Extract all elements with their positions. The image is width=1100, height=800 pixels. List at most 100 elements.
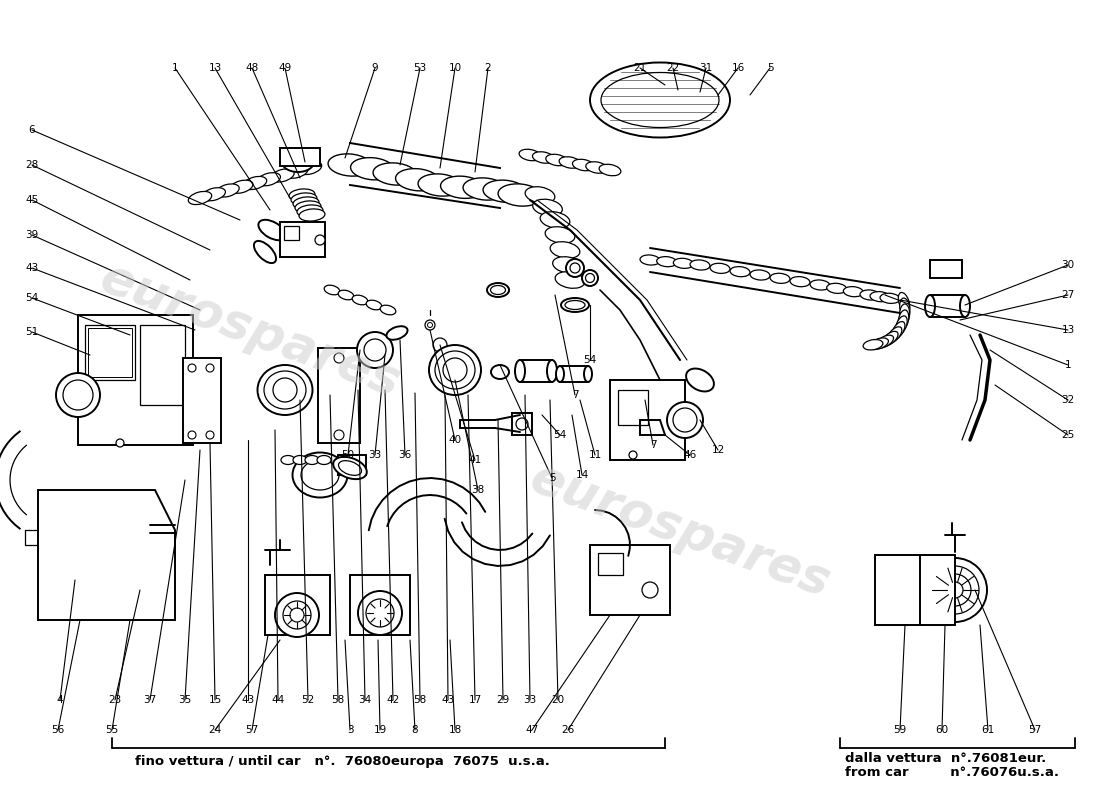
- Text: 30: 30: [1062, 260, 1075, 270]
- Ellipse shape: [869, 338, 889, 350]
- Bar: [560, 366, 588, 382]
- Bar: [265, 575, 330, 635]
- Circle shape: [206, 431, 214, 439]
- Ellipse shape: [515, 360, 525, 382]
- Circle shape: [273, 378, 297, 402]
- Bar: [520, 360, 552, 382]
- Text: eurospares: eurospares: [524, 454, 837, 606]
- Text: 7: 7: [650, 440, 657, 450]
- Text: 1: 1: [1065, 360, 1071, 370]
- Ellipse shape: [396, 169, 439, 191]
- Text: 5: 5: [767, 63, 773, 73]
- Ellipse shape: [483, 180, 527, 202]
- Ellipse shape: [491, 285, 509, 295]
- Ellipse shape: [202, 188, 226, 201]
- Text: 14: 14: [575, 470, 589, 480]
- Circle shape: [947, 582, 962, 598]
- Text: 38: 38: [472, 485, 485, 495]
- Ellipse shape: [525, 186, 554, 203]
- Text: 37: 37: [143, 695, 156, 705]
- Ellipse shape: [550, 242, 580, 258]
- Text: 1: 1: [172, 63, 178, 73]
- Ellipse shape: [900, 298, 910, 318]
- Bar: [318, 348, 360, 443]
- Ellipse shape: [271, 169, 294, 182]
- Bar: [350, 575, 410, 635]
- Ellipse shape: [540, 212, 570, 228]
- Bar: [512, 413, 532, 435]
- Ellipse shape: [216, 184, 239, 197]
- Ellipse shape: [257, 365, 312, 415]
- Ellipse shape: [900, 304, 910, 324]
- Circle shape: [425, 320, 435, 330]
- Ellipse shape: [264, 371, 306, 409]
- Text: 36: 36: [398, 450, 411, 460]
- Text: 26: 26: [561, 725, 574, 735]
- Bar: [920, 555, 955, 625]
- Text: 22: 22: [667, 63, 680, 73]
- Ellipse shape: [876, 335, 893, 348]
- Ellipse shape: [860, 290, 880, 300]
- Text: 21: 21: [634, 63, 647, 73]
- Ellipse shape: [590, 62, 730, 138]
- Bar: [338, 455, 366, 475]
- Text: 17: 17: [469, 695, 482, 705]
- Ellipse shape: [844, 286, 864, 297]
- Ellipse shape: [690, 260, 710, 270]
- Bar: [610, 380, 685, 460]
- Circle shape: [366, 599, 394, 627]
- Text: 50: 50: [341, 450, 354, 460]
- Text: 13: 13: [208, 63, 221, 73]
- Bar: [280, 222, 324, 257]
- Ellipse shape: [880, 294, 900, 303]
- Bar: [930, 295, 965, 317]
- Bar: [874, 555, 925, 625]
- Text: 43: 43: [25, 263, 39, 273]
- Text: 45: 45: [25, 195, 39, 205]
- Ellipse shape: [640, 255, 660, 265]
- Ellipse shape: [572, 159, 594, 170]
- Text: fino vettura / until car   n°.  76080europa  76075  u.s.a.: fino vettura / until car n°. 76080europa…: [135, 755, 550, 769]
- Ellipse shape: [293, 453, 348, 498]
- Ellipse shape: [429, 345, 481, 395]
- Text: 16: 16: [732, 63, 745, 73]
- Ellipse shape: [895, 316, 908, 335]
- Text: 34: 34: [359, 695, 372, 705]
- Ellipse shape: [280, 455, 295, 465]
- Bar: [284, 226, 299, 240]
- Ellipse shape: [532, 152, 554, 163]
- Text: 27: 27: [1062, 290, 1075, 300]
- Circle shape: [667, 402, 703, 438]
- Ellipse shape: [870, 292, 890, 302]
- Ellipse shape: [381, 305, 396, 315]
- Circle shape: [443, 358, 468, 382]
- Text: 61: 61: [981, 725, 994, 735]
- Ellipse shape: [600, 164, 620, 176]
- Text: 12: 12: [712, 445, 725, 455]
- Ellipse shape: [673, 258, 693, 268]
- Circle shape: [364, 339, 386, 361]
- Text: 55: 55: [106, 725, 119, 735]
- Ellipse shape: [887, 326, 902, 343]
- Circle shape: [275, 593, 319, 637]
- Circle shape: [582, 270, 598, 286]
- Circle shape: [428, 322, 432, 327]
- Circle shape: [56, 373, 100, 417]
- Text: 7: 7: [572, 390, 579, 400]
- Bar: [140, 325, 185, 405]
- Bar: [183, 358, 221, 443]
- Ellipse shape: [366, 300, 382, 310]
- Ellipse shape: [561, 298, 588, 312]
- Text: 6: 6: [29, 125, 35, 135]
- Ellipse shape: [243, 177, 266, 190]
- Text: 9: 9: [372, 63, 378, 73]
- Text: 47: 47: [526, 725, 539, 735]
- Circle shape: [358, 591, 402, 635]
- Ellipse shape: [285, 165, 308, 178]
- Circle shape: [334, 430, 344, 440]
- Ellipse shape: [305, 455, 319, 465]
- Text: 24: 24: [208, 725, 221, 735]
- Ellipse shape: [282, 152, 314, 172]
- Text: 5: 5: [549, 473, 556, 483]
- Ellipse shape: [487, 283, 509, 297]
